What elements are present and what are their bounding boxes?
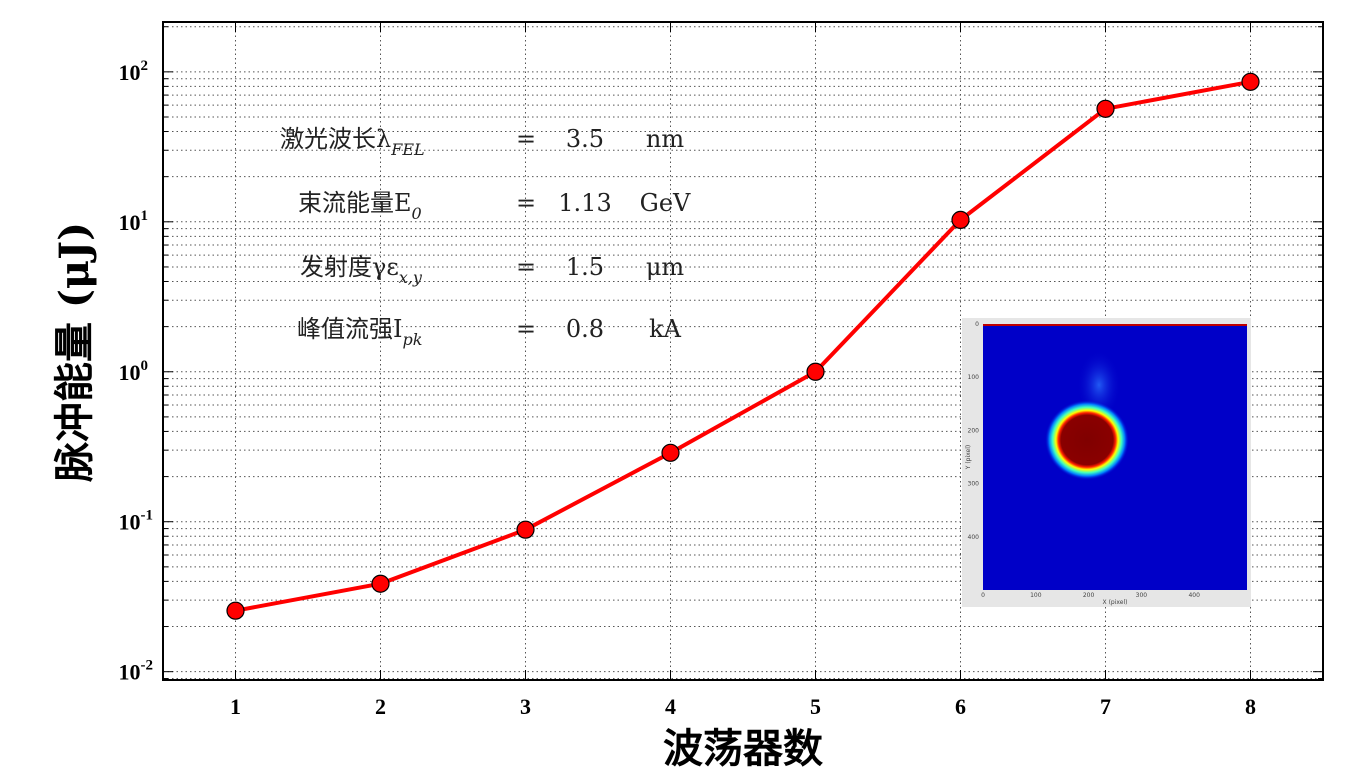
x-axis-label: 波荡器数 bbox=[663, 725, 823, 772]
annotation-unit: GeV bbox=[640, 189, 691, 217]
x-tick-label: 6 bbox=[955, 694, 966, 719]
data-point bbox=[661, 443, 680, 462]
annotation-equals: = bbox=[516, 315, 536, 343]
plot-frame bbox=[162, 21, 1324, 681]
inset-y-tick: 200 bbox=[968, 427, 980, 434]
series bbox=[226, 72, 1260, 620]
inset-y-label: Y (pixel) bbox=[965, 445, 972, 470]
x-tick-label: 8 bbox=[1245, 694, 1256, 719]
annotation-unit: kA bbox=[649, 315, 682, 343]
annotation-value: 1.5 bbox=[566, 253, 604, 281]
x-tick-label: 7 bbox=[1100, 694, 1111, 719]
annotation-unit: nm bbox=[646, 125, 684, 153]
annotation-value: 1.13 bbox=[558, 189, 611, 217]
data-point bbox=[516, 520, 535, 539]
inset-x-tick: 100 bbox=[1030, 592, 1042, 599]
data-point bbox=[226, 601, 245, 620]
data-point bbox=[806, 362, 825, 381]
inset-y-tick: 0 bbox=[975, 321, 979, 328]
ticks: 1 2 3 4 5 6 7 8 10-2 10-1 100 101 102 bbox=[119, 58, 1257, 719]
annotation-value: 0.8 bbox=[566, 315, 604, 343]
y-tick-label: 101 bbox=[119, 208, 149, 235]
inset-beam-profile-image: 0 100 200 300 400 0 100 200 300 400 X (pixel) Y (pi… bbox=[962, 318, 1251, 607]
inset-image bbox=[1045, 349, 1130, 480]
inset-y-tick: 400 bbox=[968, 534, 980, 541]
inset-x-tick: 300 bbox=[1136, 592, 1148, 599]
x-tick-label: 3 bbox=[520, 694, 531, 719]
annotation-unit: μm bbox=[646, 253, 685, 281]
annotation-equals: = bbox=[516, 189, 536, 217]
data-point bbox=[1096, 99, 1115, 118]
y-tick-label: 10-2 bbox=[119, 658, 154, 685]
annotation-label: 激光波长λFEL bbox=[280, 125, 425, 159]
inset-spot bbox=[1045, 399, 1130, 480]
y-tick-label: 100 bbox=[119, 358, 149, 385]
inset-y-tick: 100 bbox=[968, 374, 980, 381]
data-point bbox=[371, 574, 390, 593]
x-tick-label: 2 bbox=[375, 694, 386, 719]
inset-x-tick: 0 bbox=[981, 592, 985, 599]
data-point bbox=[951, 210, 970, 229]
annotation-block: 激光波长λFEL = 3.5 nm 束流能量E0 = 1.13 GeV 发射度γεx,y = 1.5… bbox=[280, 125, 691, 349]
y-axis-label: 脉冲能量 (μJ) bbox=[51, 222, 98, 482]
x-tick-label: 1 bbox=[230, 694, 241, 719]
annotation-label: 峰值流强Ipk bbox=[297, 315, 422, 349]
data-point bbox=[1241, 72, 1260, 91]
y-tick-label: 102 bbox=[119, 58, 149, 85]
y-tick-label: 10-1 bbox=[119, 508, 154, 535]
annotation-equals: = bbox=[516, 125, 536, 153]
series-line bbox=[235, 79, 1251, 613]
inset-x-tick: 200 bbox=[1083, 592, 1095, 599]
x-tick-label: 5 bbox=[810, 694, 821, 719]
inset-y-tick: 300 bbox=[968, 481, 980, 488]
annotation-value: 3.5 bbox=[566, 125, 604, 153]
annotation-equals: = bbox=[516, 253, 536, 281]
inset-x-tick: 400 bbox=[1188, 592, 1200, 599]
inset-x-label: X (pixel) bbox=[1103, 599, 1128, 606]
x-tick-label: 4 bbox=[665, 694, 676, 719]
annotation-label: 束流能量E0 bbox=[298, 189, 422, 223]
annotation-label: 发射度γεx,y bbox=[300, 253, 423, 287]
